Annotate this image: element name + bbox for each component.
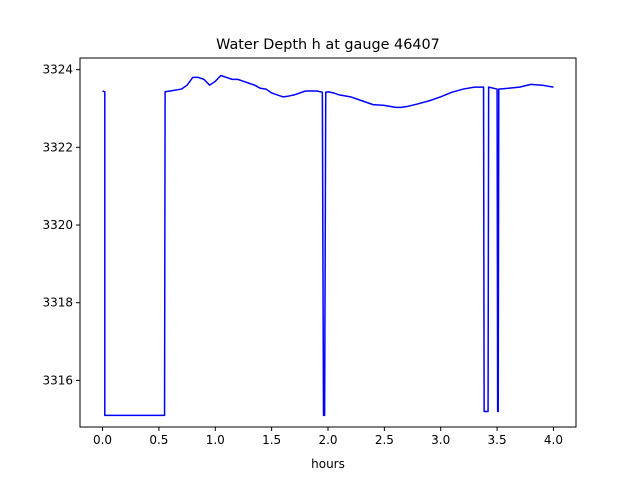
x-tick-label: 2.5 <box>375 433 394 447</box>
chart-title: Water Depth h at gauge 46407 <box>216 37 440 53</box>
x-tick-label: 4.0 <box>544 433 563 447</box>
y-tick-label: 3324 <box>42 63 73 77</box>
x-tick-label: 3.0 <box>431 433 450 447</box>
plot-area <box>102 74 554 417</box>
y-tick-label: 3320 <box>42 218 73 232</box>
y-tick-label: 3316 <box>42 373 73 387</box>
series-line-0 <box>102 74 554 417</box>
axes-frame <box>79 57 577 428</box>
x-tick-label: 0.5 <box>149 433 168 447</box>
x-tick-label: 1.5 <box>262 433 281 447</box>
y-tick-label: 3318 <box>42 296 73 310</box>
x-axis: 0.0 0.5 1.0 1.5 2.0 2.5 3.0 3.5 4.0 <box>93 427 563 447</box>
x-tick-label: 1.0 <box>206 433 225 447</box>
y-axis: 3316 3318 3320 3322 3324 <box>42 63 80 387</box>
y-tick-label: 3322 <box>42 140 73 154</box>
x-tick-label: 2.0 <box>318 433 337 447</box>
x-tick-label: 3.5 <box>488 433 507 447</box>
x-tick-label: 0.0 <box>93 433 112 447</box>
x-axis-label: hours <box>311 457 345 471</box>
